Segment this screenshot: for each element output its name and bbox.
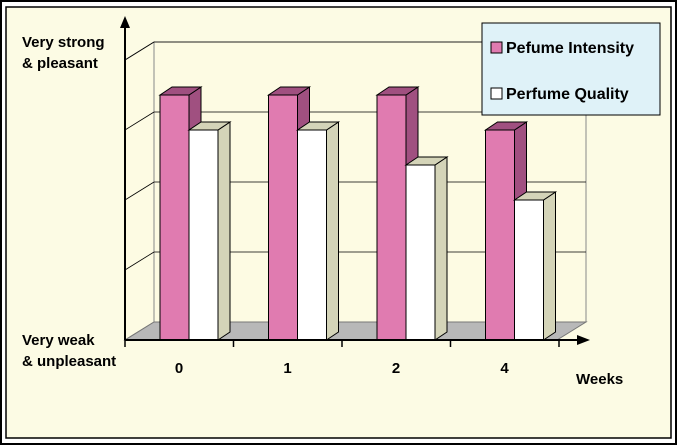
bar-quality <box>297 129 327 341</box>
gridline-side <box>124 111 155 131</box>
legend-box <box>481 22 661 116</box>
legend-label-intensity: Pefume Intensity <box>506 40 634 57</box>
x-tick-label: 4 <box>500 360 509 377</box>
legend: Pefume Intensity Perfume Quality <box>481 22 661 116</box>
bar-intensity <box>485 129 515 341</box>
bars <box>158 86 558 341</box>
y-top-label-line2: & pleasant <box>22 55 98 72</box>
bar-quality-side <box>217 121 231 341</box>
bar-quality-side <box>434 156 448 341</box>
x-axis-arrow <box>577 335 590 345</box>
y-bottom-label-line2: & unpleasant <box>22 353 116 370</box>
legend-swatch-intensity <box>490 41 503 54</box>
bar-intensity <box>268 94 298 341</box>
y-top-label-line1: Very strong <box>22 34 105 51</box>
x-ticks: 0 1 2 4 <box>124 340 560 377</box>
x-tick-label: 0 <box>175 360 183 377</box>
gridline-side <box>124 41 155 61</box>
bar-quality <box>514 199 544 341</box>
bar-quality-side <box>543 191 556 341</box>
y-bottom-label-line1: Very weak <box>22 332 95 349</box>
legend-swatch-quality <box>490 87 503 100</box>
bar-quality <box>405 164 436 341</box>
x-tick-label: 1 <box>283 360 291 377</box>
bar-intensity <box>376 94 407 341</box>
bar-quality <box>188 129 219 341</box>
y-axis-arrow <box>120 16 130 28</box>
legend-label-quality: Perfume Quality <box>506 86 629 103</box>
bar-intensity <box>159 94 190 341</box>
gridline-side <box>124 251 155 271</box>
x-axis-label: Weeks <box>576 371 623 388</box>
gridline-side <box>124 181 155 201</box>
x-tick-label: 2 <box>392 360 400 377</box>
bar-quality-side <box>326 121 339 341</box>
